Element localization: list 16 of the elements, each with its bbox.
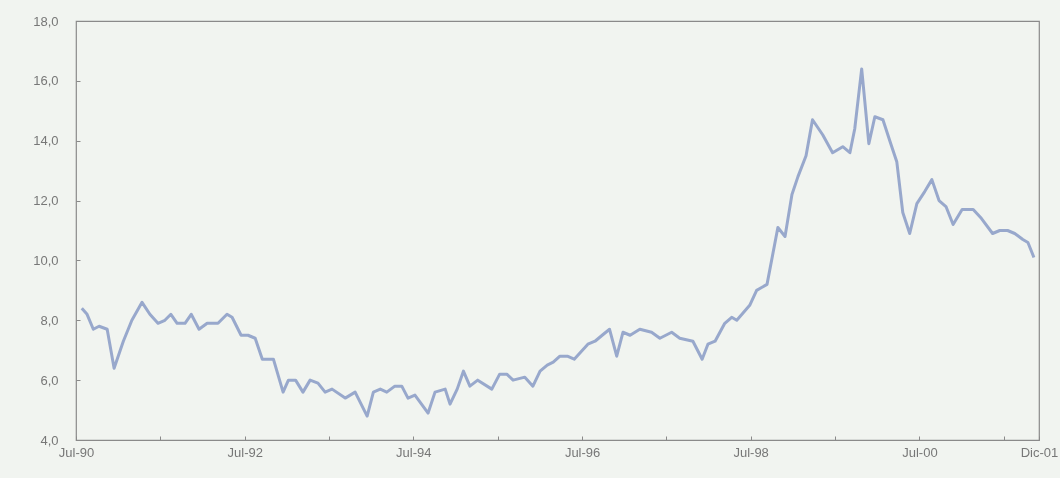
y-tick-label: 14,0 xyxy=(33,133,59,149)
y-tick-label: 10,0 xyxy=(33,252,59,268)
y-tick-label: 12,0 xyxy=(33,193,59,209)
y-tick-label: 16,0 xyxy=(33,73,59,89)
x-tick-label: Jul-00 xyxy=(902,444,938,460)
y-tick-label: 4,0 xyxy=(40,432,59,448)
x-tick-label: Jul-94 xyxy=(396,444,432,460)
x-tick-label: Jul-90 xyxy=(58,444,95,460)
y-tick-label: 18,0 xyxy=(33,13,59,29)
x-tick-label: Jul-96 xyxy=(564,444,601,460)
x-tick-label: Dic-01 xyxy=(1020,444,1059,460)
y-tick-label: 6,0 xyxy=(40,372,59,388)
y-tick-label: 8,0 xyxy=(40,312,59,328)
x-tick-label: Jul-92 xyxy=(227,444,263,460)
line-series xyxy=(80,67,1036,418)
x-tick-label: Jul-98 xyxy=(733,444,769,460)
